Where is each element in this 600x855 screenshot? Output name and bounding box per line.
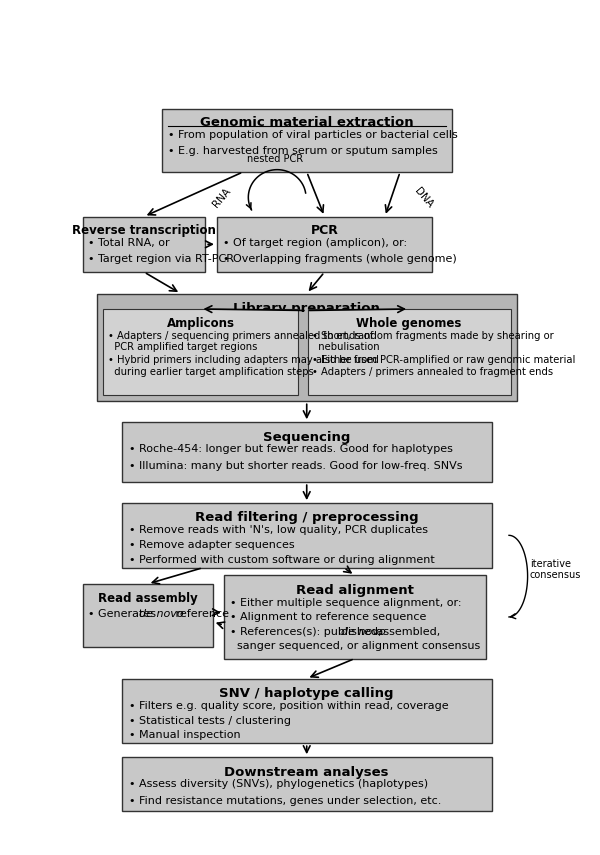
FancyBboxPatch shape	[121, 757, 492, 811]
Text: Downstream analyses: Downstream analyses	[224, 765, 389, 779]
Text: • Either multiple sequence alignment, or:: • Either multiple sequence alignment, or…	[230, 598, 461, 608]
Text: PCR: PCR	[311, 224, 338, 237]
Text: • Target region via RT-PCR: • Target region via RT-PCR	[88, 254, 234, 263]
Text: Library preparation: Library preparation	[233, 302, 380, 315]
Text: assembled,: assembled,	[373, 627, 440, 637]
FancyBboxPatch shape	[121, 679, 492, 743]
Text: sanger sequenced, or alignment consensus: sanger sequenced, or alignment consensus	[230, 641, 480, 651]
Text: • Total RNA, or: • Total RNA, or	[88, 239, 170, 248]
Text: • Adapters / sequencing primers annealed to ends of: • Adapters / sequencing primers annealed…	[107, 331, 373, 340]
Text: de novo: de novo	[139, 610, 184, 619]
FancyBboxPatch shape	[162, 109, 452, 172]
FancyBboxPatch shape	[308, 309, 511, 395]
Text: SNV / haplotype calling: SNV / haplotype calling	[220, 687, 394, 700]
Text: PCR amplified target regions: PCR amplified target regions	[107, 342, 257, 352]
FancyBboxPatch shape	[83, 584, 213, 647]
Text: Reverse transcription: Reverse transcription	[72, 224, 216, 237]
Text: nested PCR: nested PCR	[247, 155, 303, 164]
Text: Genomic material extraction: Genomic material extraction	[200, 116, 413, 129]
FancyBboxPatch shape	[83, 216, 205, 272]
FancyBboxPatch shape	[121, 503, 492, 568]
Text: DNA: DNA	[412, 186, 434, 209]
Text: Whole genomes: Whole genomes	[356, 316, 462, 330]
Text: Read assembly: Read assembly	[98, 593, 198, 605]
Text: • Filters e.g. quality score, position within read, coverage: • Filters e.g. quality score, position w…	[129, 701, 449, 711]
Text: • Illumina: many but shorter reads. Good for low-freq. SNVs: • Illumina: many but shorter reads. Good…	[129, 461, 463, 470]
Text: • Find resistance mutations, genes under selection, etc.: • Find resistance mutations, genes under…	[129, 796, 442, 805]
Text: • Of target region (amplicon), or:: • Of target region (amplicon), or:	[223, 239, 407, 248]
Text: reference: reference	[172, 610, 229, 619]
Text: • Overlapping fragments (whole genome): • Overlapping fragments (whole genome)	[223, 254, 457, 263]
Text: Read filtering / preprocessing: Read filtering / preprocessing	[195, 511, 419, 524]
Text: iterative
consensus: iterative consensus	[530, 559, 581, 581]
Text: during earlier target amplification steps: during earlier target amplification step…	[107, 367, 313, 377]
Text: • Alignment to reference sequence: • Alignment to reference sequence	[230, 612, 427, 622]
Text: • Short, random fragments made by shearing or: • Short, random fragments made by sheari…	[312, 331, 554, 340]
Text: • Remove reads with 'N's, low quality, PCR duplicates: • Remove reads with 'N's, low quality, P…	[129, 525, 428, 535]
FancyBboxPatch shape	[97, 293, 517, 401]
Text: de novo: de novo	[341, 627, 385, 637]
Text: • Generates: • Generates	[88, 610, 160, 619]
Text: • Statistical tests / clustering: • Statistical tests / clustering	[129, 716, 291, 726]
Text: • Manual inspection: • Manual inspection	[129, 730, 241, 740]
Text: Sequencing: Sequencing	[263, 431, 350, 444]
Text: RNA: RNA	[211, 186, 232, 209]
Text: Read alignment: Read alignment	[296, 584, 414, 597]
Text: • References(s): published,: • References(s): published,	[230, 627, 385, 637]
Text: • Roche-454: longer but fewer reads. Good for haplotypes: • Roche-454: longer but fewer reads. Goo…	[129, 445, 453, 455]
Text: • Assess diversity (SNVs), phylogenetics (haplotypes): • Assess diversity (SNVs), phylogenetics…	[129, 780, 428, 789]
Text: • Performed with custom software or during alignment: • Performed with custom software or duri…	[129, 555, 435, 564]
Text: • From population of viral particles or bacterial cells: • From population of viral particles or …	[168, 130, 458, 139]
FancyBboxPatch shape	[224, 575, 486, 658]
FancyBboxPatch shape	[121, 422, 492, 482]
FancyBboxPatch shape	[217, 216, 432, 272]
Text: • Hybrid primers including adapters may also be used: • Hybrid primers including adapters may …	[107, 355, 379, 365]
Text: • Remove adapter sequences: • Remove adapter sequences	[129, 540, 295, 550]
Text: • Either from PCR-amplified or raw genomic material: • Either from PCR-amplified or raw genom…	[312, 355, 575, 365]
Text: Amplicons: Amplicons	[167, 316, 235, 330]
Text: • E.g. harvested from serum or sputum samples: • E.g. harvested from serum or sputum sa…	[168, 145, 438, 156]
FancyBboxPatch shape	[103, 309, 298, 395]
Text: • Adapters / primers annealed to fragment ends: • Adapters / primers annealed to fragmen…	[312, 367, 553, 377]
Text: nebulisation: nebulisation	[312, 342, 380, 352]
